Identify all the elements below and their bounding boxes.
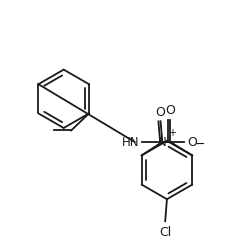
- Text: HN: HN: [122, 136, 140, 149]
- Text: N: N: [158, 136, 167, 149]
- Text: +: +: [168, 128, 176, 137]
- Text: O: O: [187, 136, 197, 149]
- Text: O: O: [165, 104, 175, 117]
- Text: −: −: [195, 138, 206, 150]
- Text: O: O: [155, 105, 166, 118]
- Text: Cl: Cl: [159, 225, 171, 238]
